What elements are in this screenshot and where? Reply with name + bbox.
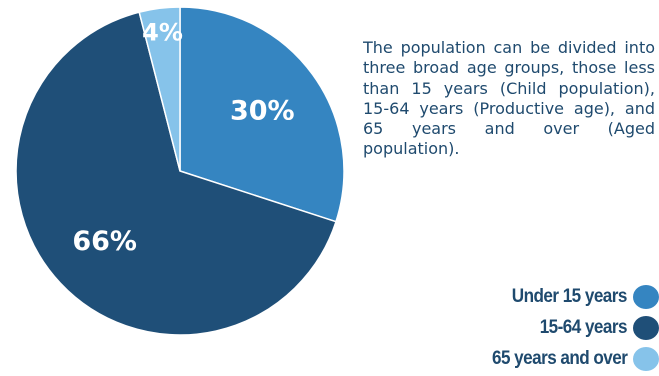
pie-chart: 30% 66% 4% [15,6,345,336]
legend-swatch [633,346,659,371]
legend-label: 65 years and over [491,347,628,369]
legend-item-under-15: Under 15 years [359,283,659,310]
legend-item-65-over: 65 years and over [359,345,659,372]
legend-label: 15-64 years [539,316,628,338]
legend: Under 15 years 15-64 years 65 years and … [359,283,659,376]
description-text: The population can be divided into three… [363,38,655,159]
legend-item-15-64: 15-64 years [359,314,659,341]
pie-slice-under-15-years [179,6,345,223]
pie-slices [15,6,345,336]
data-label: 4% [142,19,183,47]
data-label: 66% [72,226,137,257]
legend-swatch [633,315,659,340]
pie-slice-65-years-and-over [138,6,181,172]
pie-labels: 30% 66% 4% [72,19,294,258]
data-label: 30% [230,96,295,127]
legend-label: Under 15 years [511,285,628,307]
pie-slice-15-64-years [15,11,337,336]
legend-swatch [633,284,659,309]
